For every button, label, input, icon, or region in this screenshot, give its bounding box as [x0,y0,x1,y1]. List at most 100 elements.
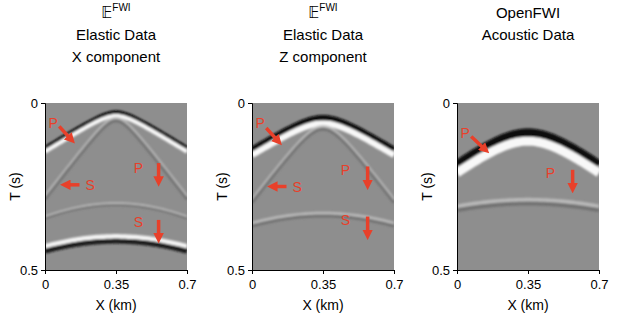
x-axis-line [458,271,600,275]
annotation-label: S [86,177,95,193]
annotation-label: P [341,162,350,178]
annotation-label: P [255,115,264,131]
x-tick-mark [599,270,600,274]
x-tick-label: 0.7 [178,277,196,292]
y-axis-title: T (s) [419,172,435,201]
y-tick-mark [248,103,252,104]
y-tick: 0 [31,96,45,111]
annotation-label: P [546,165,555,181]
y-tick-mark [41,270,45,271]
wavefront [252,216,394,226]
y-tick: 0 [238,96,252,111]
x-axis-title: X (km) [507,297,548,313]
x-tick: 0.7 [590,270,608,292]
panel: 𝔼FWI Elastic Data Z component 0 0.35 0.7 0 0.5 X… [214,2,404,313]
seismic-image [252,103,394,270]
y-tick-label: 0 [31,96,38,111]
y-tick: 0.5 [227,263,252,278]
panel-title: OpenFWI [496,4,560,21]
image-background [457,103,599,270]
image-background [252,103,394,270]
panel-title: Elastic Data [76,26,157,43]
panel: 𝔼FWIElastic DataX component00.350.700.5X… [7,2,197,313]
x-tick-label: 0.7 [590,277,608,292]
x-tick-label: 0.35 [311,277,336,292]
wavefront [45,121,187,199]
title-base: 𝔼 [101,4,112,21]
annotation-label: S [134,214,143,230]
x-tick-mark [187,270,188,274]
x-tick-label: 0 [454,277,461,292]
seismic-image [45,103,187,270]
wavefront [45,241,187,251]
x-tick-mark [528,270,529,274]
x-tick: 0 [454,270,461,292]
x-axis: 0 0.35 0.7 [42,270,197,292]
annotation-arrow [157,220,161,238]
x-axis-line [253,271,395,275]
wavefront [45,205,187,218]
x-axis-title: X (km) [95,297,136,313]
wavefront [457,203,599,210]
y-tick-label: 0.5 [432,263,450,278]
panel-title: X component [72,48,161,65]
y-axis: 00.5 [20,96,46,278]
y-tick: 0.5 [20,263,45,278]
y-tick-mark [453,103,457,104]
y-axis-title: T (s) [7,172,23,201]
y-axis-line [41,104,46,271]
annotation-label: P [134,160,143,176]
y-tick-label: 0.5 [227,263,245,278]
y-axis-line [248,104,253,271]
wavefront [45,118,187,196]
y-tick-label: 0.5 [20,263,38,278]
x-tick-label: 0.35 [104,277,129,292]
x-tick: 0.35 [311,270,336,292]
panel-title: Z component [279,48,367,65]
y-tick-label: 0 [238,96,245,111]
image-background [45,103,187,270]
x-tick-mark [323,270,324,274]
x-tick-label: 0.35 [516,277,541,292]
y-tick-mark [41,103,45,104]
x-axis: 0 0.35 0.7 [454,270,609,292]
annotation-arrow [65,183,79,187]
x-tick: 0.35 [104,270,129,292]
y-tick-mark [248,270,252,271]
y-axis: 00.5 [432,96,458,278]
annotation-arrow [571,170,575,188]
annotation-arrow [272,185,286,189]
x-tick: 0.7 [178,270,196,292]
annotation-arrow [471,136,485,149]
wavefront [252,129,394,202]
annotation-label: S [341,212,350,228]
y-tick-label: 0 [443,96,450,111]
wavefront [457,141,599,173]
annotation-arrow [266,128,278,141]
annotation-arrow [59,126,71,139]
panel-title: Elastic Data [283,26,364,43]
x-axis: 0 0.35 0.7 [249,270,404,292]
annotation-label: P [48,115,57,131]
panel-title: Acoustic Data [482,26,575,43]
title-superscript: FWI [112,2,130,13]
x-tick-mark [394,270,395,274]
x-tick-label: 0 [42,277,49,292]
x-axis-title: X (km) [302,297,343,313]
seismic-image [457,103,599,270]
x-axis-line [46,271,188,275]
x-tick: 0.7 [385,270,403,292]
y-tick: 0 [443,96,457,111]
title-base: 𝔼 [308,4,319,21]
x-tick: 0 [249,270,256,292]
annotation-label: P [460,125,469,141]
wavefront [252,126,394,199]
title-superscript: FWI [319,2,337,13]
annotation-arrow [366,166,370,184]
y-axis-line [453,104,458,271]
x-tick: 0 [42,270,49,292]
x-tick-label: 0 [249,277,256,292]
annotation-arrow [157,163,161,181]
annotation-label: S [293,179,302,195]
panel-title: 𝔼FWI [308,2,337,21]
